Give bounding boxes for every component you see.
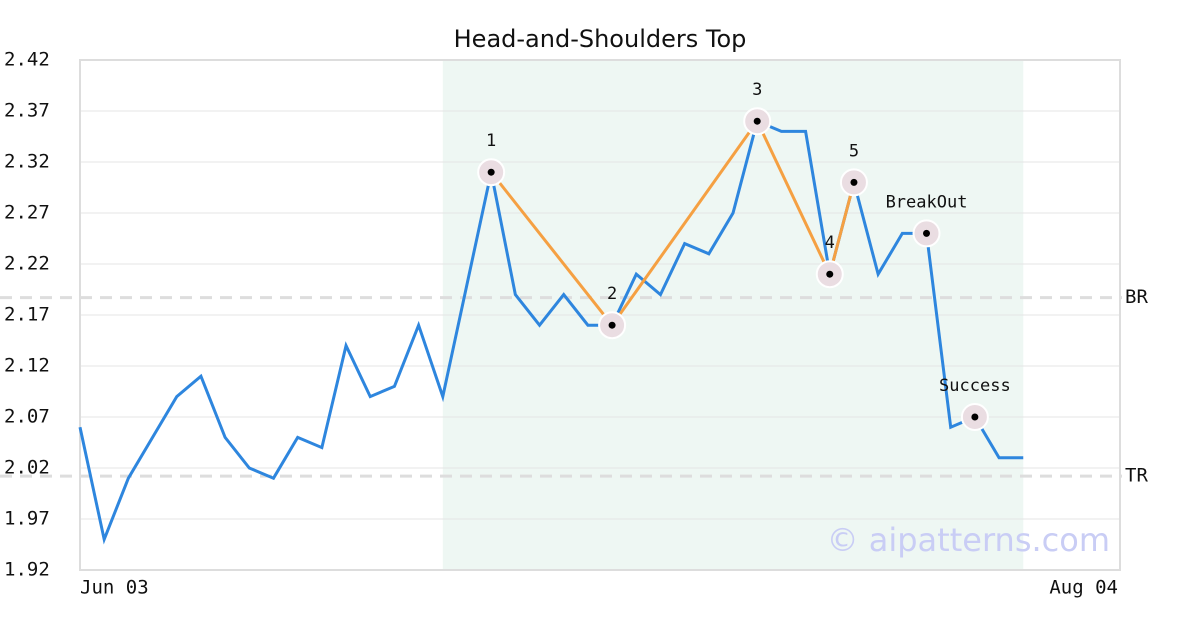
pattern-point <box>826 270 834 278</box>
y-tick-label: 2.27 <box>4 202 50 224</box>
y-tick-label: 2.07 <box>4 406 50 428</box>
level-label: BR <box>1125 286 1148 308</box>
pattern-label: 3 <box>752 80 762 100</box>
y-tick-label: 1.92 <box>4 559 50 581</box>
level-label: TR <box>1125 465 1148 487</box>
y-tick-label: 2.02 <box>4 457 50 479</box>
y-tick-label: 1.97 <box>4 508 50 530</box>
pattern-link <box>828 182 856 275</box>
chart-title: Head-and-Shoulders Top <box>454 25 747 53</box>
pattern-label: 4 <box>825 233 835 253</box>
y-tick-label: 2.42 <box>4 49 50 71</box>
pattern-point <box>850 178 858 186</box>
pattern-link <box>489 171 614 327</box>
watermark: © aipatterns.com <box>827 521 1110 559</box>
pattern-label: 5 <box>849 141 859 161</box>
y-tick-label: 2.12 <box>4 355 50 377</box>
pattern-label: 1 <box>486 131 496 151</box>
y-tick-label: 2.37 <box>4 100 50 122</box>
pattern-link <box>755 120 832 275</box>
y-tick-label: 2.32 <box>4 151 50 173</box>
x-tick-label: Aug 04 <box>1049 577 1118 599</box>
pattern-label: Success <box>939 376 1011 396</box>
pattern-label: BreakOut <box>886 192 968 212</box>
y-tick-label: 2.17 <box>4 304 50 326</box>
pattern-link <box>610 120 759 327</box>
pattern-point <box>487 168 495 176</box>
y-tick-label: 2.22 <box>4 253 50 275</box>
plot-border <box>79 59 1121 571</box>
x-tick-label: Jun 03 <box>80 577 149 599</box>
pattern-point <box>753 117 761 125</box>
pattern-point <box>971 413 979 421</box>
pattern-point <box>923 229 931 237</box>
pattern-point <box>608 321 616 329</box>
pattern-label: 2 <box>607 284 617 304</box>
price-line <box>78 119 1024 545</box>
